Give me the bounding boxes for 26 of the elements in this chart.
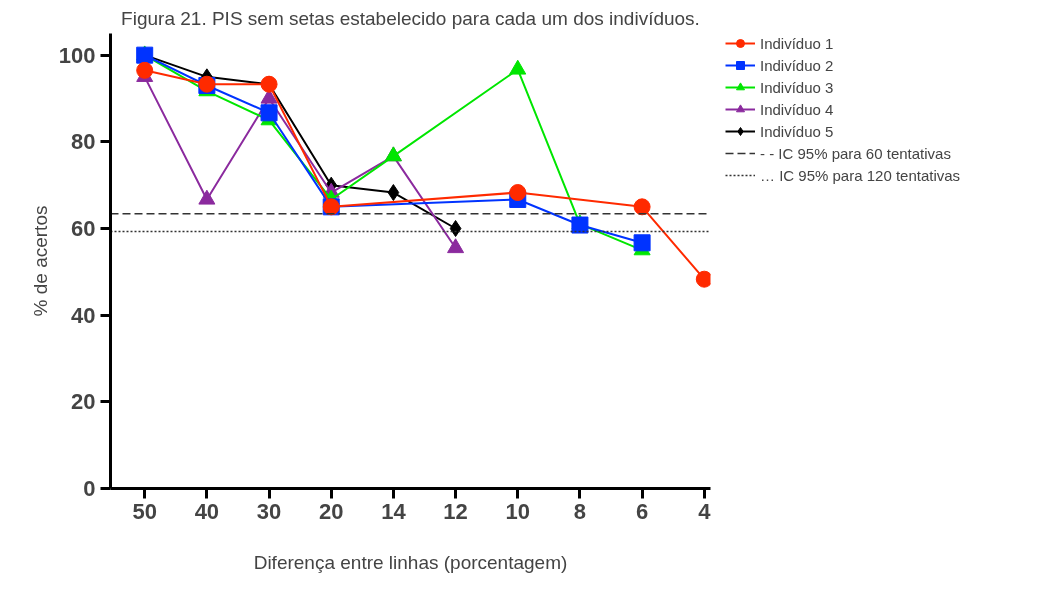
- legend-label: Indivíduo 5: [760, 122, 834, 140]
- x-tick-label: 6: [635, 498, 649, 524]
- y-tick-label: 80: [71, 129, 96, 155]
- legend-label: … IC 95% para 120 tentativas: [760, 166, 961, 184]
- x-tick-label: 40: [194, 498, 220, 524]
- legend-label: Indivíduo 1: [760, 34, 834, 52]
- legend-label: Indivíduo 4: [760, 100, 834, 118]
- y-tick-label: 100: [58, 42, 96, 68]
- y-tick-label: 60: [71, 216, 96, 241]
- y-axis-title: % de acertos: [29, 205, 51, 317]
- y-tick-label: 20: [71, 389, 96, 415]
- legend-label: Indivíduo 2: [760, 56, 834, 74]
- x-tick-label: 12: [443, 498, 468, 524]
- legend-label: Indivíduo 3: [760, 78, 834, 96]
- x-tick-label: 10: [505, 498, 530, 524]
- x-tick-label: 8: [573, 498, 587, 524]
- y-tick-label: 40: [71, 302, 96, 328]
- x-tick-label: 4: [698, 498, 712, 524]
- x-axis-title: Diferença entre linhas (porcentagem): [253, 551, 568, 573]
- legend-label: - - IC 95% para 60 tentativas: [760, 144, 951, 162]
- x-tick-label: 30: [256, 498, 282, 524]
- x-tick-label: 14: [381, 498, 407, 524]
- chart-title: Figura 21. PIS sem setas estabelecido para cada um dos indivíduos.: [121, 7, 700, 29]
- x-tick-label: 20: [318, 498, 344, 524]
- x-tick-label: 50: [132, 498, 157, 524]
- y-tick-label: 0: [83, 476, 96, 501]
